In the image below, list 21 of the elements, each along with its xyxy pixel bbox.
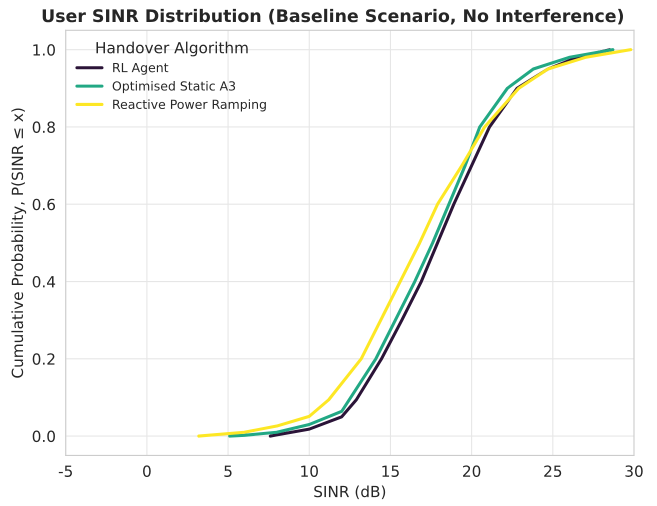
y-tick-label: 0.0 [32, 430, 55, 442]
x-tick-label: 15 [382, 466, 399, 477]
y-tick-label: 0.6 [32, 198, 56, 210]
x-tick-label: 20 [463, 465, 480, 477]
y-tick-label: 0.8 [32, 121, 55, 133]
y-tick-label: 0.4 [32, 276, 56, 288]
y-axis-title: Cumulative Probability, P(SINR ≤ x) [11, 108, 26, 378]
x-tick-label: 0 [143, 465, 151, 477]
chart-title: User SINR Distribution (Baseline Scenario, No Interference) [42, 8, 623, 24]
x-axis-title: SINR (dB) [314, 485, 386, 500]
x-tick-label: 25 [544, 465, 562, 477]
legend-label: Reactive Power Ramping [113, 99, 266, 112]
legend-label: Optimised Static A3 [112, 80, 236, 94]
y-tick-label: 0.2 [32, 353, 54, 365]
y-tick-label: 1.0 [33, 44, 55, 56]
legend-title: Handover Algorithm [96, 42, 248, 56]
x-tick-label: 5 [224, 466, 232, 477]
legend-label: RL Agent [113, 63, 168, 75]
x-tick-label: 10 [301, 465, 318, 477]
x-tick-label: 30 [625, 465, 643, 477]
x-tick-label: -5 [58, 466, 72, 477]
